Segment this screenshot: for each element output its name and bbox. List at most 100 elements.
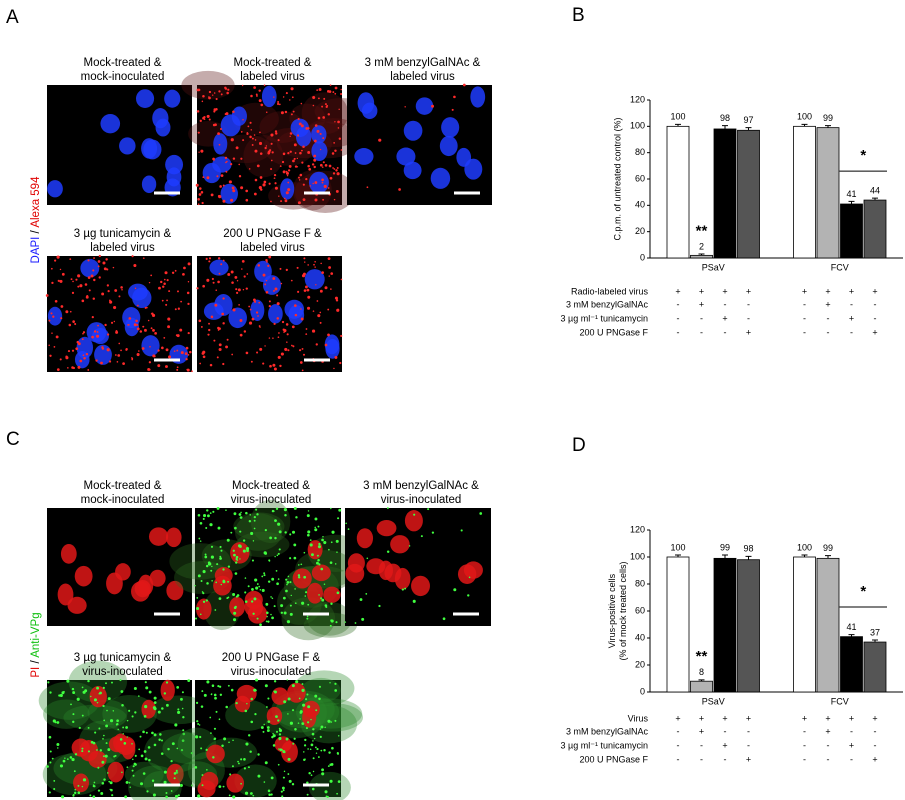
y-tick-label: 0 [640,686,645,696]
x-tick-label: FCV [831,696,849,706]
puncta [99,691,102,695]
puncta [268,560,271,562]
cytoplasm [233,512,285,541]
puncta [170,790,173,792]
nucleus [311,564,331,582]
puncta [286,174,289,177]
puncta [249,308,252,311]
puncta [330,619,333,622]
puncta [222,259,225,262]
puncta [202,176,205,179]
puncta [170,759,173,763]
puncta [184,352,188,355]
puncta [191,370,193,373]
puncta [214,609,217,611]
puncta [219,185,222,188]
error-bar [675,123,681,127]
puncta [270,133,274,137]
puncta [298,697,301,700]
puncta [281,795,284,798]
puncta [299,710,303,714]
puncta [453,588,457,592]
puncta [253,86,256,89]
puncta [81,686,84,689]
puncta [285,737,289,741]
condition-sign: - [724,726,727,736]
puncta [140,754,144,758]
y-tick-label: 0 [640,252,645,262]
nucleus [107,761,125,783]
puncta [285,323,289,326]
puncta [105,724,109,728]
puncta [303,551,306,554]
puncta [277,336,280,339]
condition-sign: + [722,286,727,296]
puncta [288,164,292,168]
puncta [189,350,192,354]
puncta [122,362,125,366]
puncta [254,139,257,141]
condition-label: 200 U PNGase F [579,754,648,764]
puncta [121,703,124,707]
puncta [53,788,56,791]
puncta [294,165,298,168]
puncta [300,124,304,128]
puncta [303,751,305,753]
puncta [96,701,99,704]
puncta [181,739,185,743]
puncta [308,167,312,171]
puncta [222,322,225,325]
puncta [69,756,73,759]
panel-letter: D [572,435,586,456]
puncta [148,690,152,694]
puncta [102,686,105,690]
puncta [271,151,274,154]
condition-sign: + [872,327,877,337]
puncta [220,583,222,586]
puncta [311,163,315,166]
puncta [201,591,204,593]
puncta [226,91,229,95]
puncta [123,742,127,745]
puncta [315,709,318,712]
puncta [144,306,147,309]
puncta [306,793,309,796]
puncta [276,554,279,557]
puncta [320,597,323,600]
puncta [167,747,170,751]
value-label: 41 [846,622,856,632]
puncta [227,684,230,687]
condition-sign: + [699,713,704,723]
puncta [315,284,317,286]
puncta [314,746,317,749]
puncta [307,530,311,534]
puncta [225,345,228,349]
puncta [77,791,81,795]
puncta [143,750,147,753]
nucleus [143,139,162,160]
puncta [340,92,343,96]
puncta [334,563,337,565]
micrograph [176,670,364,800]
nucleus [165,527,182,548]
nucleus [67,596,87,614]
puncta [310,774,313,777]
puncta [240,758,243,761]
puncta [158,286,161,290]
puncta [207,333,210,336]
micrograph [45,254,193,373]
puncta [305,328,308,330]
puncta [294,152,297,154]
puncta [329,561,333,564]
puncta [228,180,232,184]
puncta [135,319,138,323]
puncta [337,308,340,311]
puncta [217,280,220,284]
puncta [312,757,315,760]
puncta [111,681,113,684]
puncta [287,169,291,172]
puncta [122,733,124,735]
puncta [303,289,307,292]
puncta [186,368,190,372]
puncta [279,267,282,270]
